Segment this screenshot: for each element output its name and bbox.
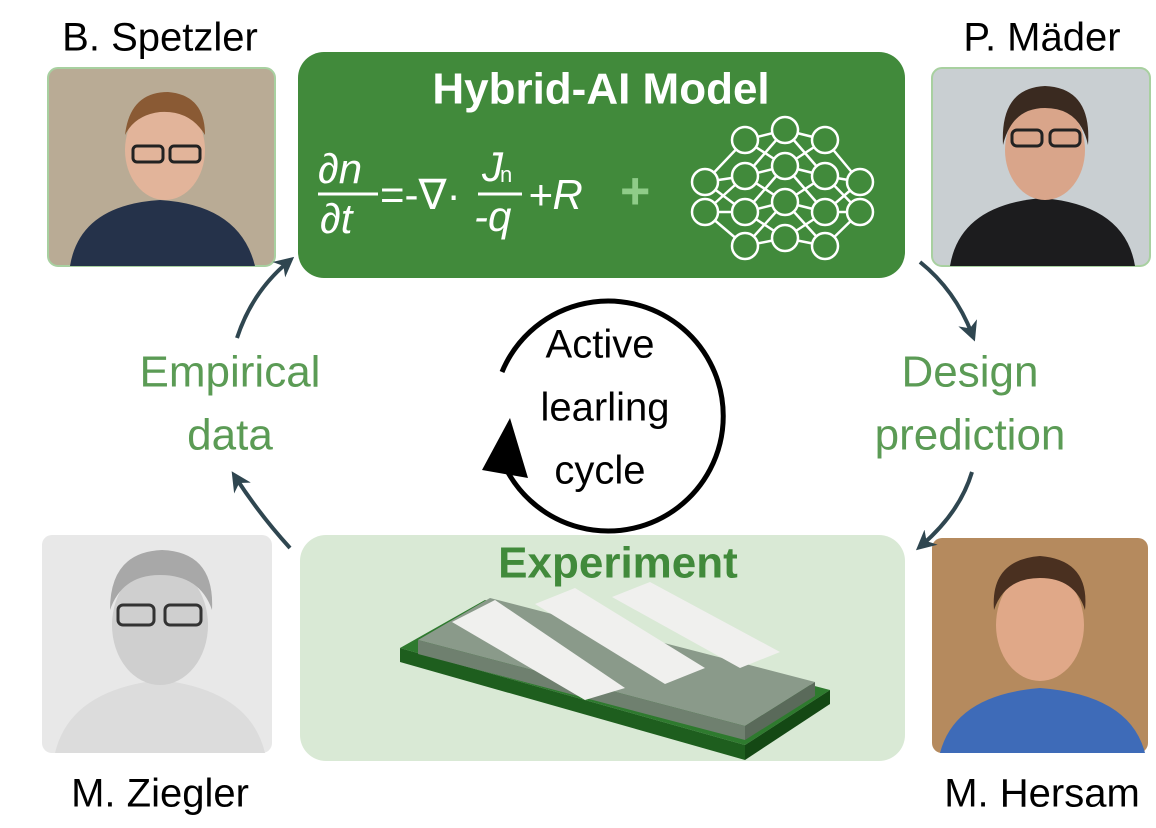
cycle-label: Active [546, 323, 655, 367]
cycle-label: cycle [554, 449, 645, 493]
eq-plus: + [620, 163, 650, 221]
portrait [931, 67, 1151, 267]
eq-op: =-∇· [380, 171, 461, 218]
person-name: B. Spetzler [62, 16, 258, 60]
neural-net-icon [690, 115, 875, 261]
side-label: prediction [875, 411, 1066, 460]
side-label: data [187, 411, 273, 460]
side-label: Design [902, 348, 1039, 397]
person-name: P. Mäder [963, 16, 1120, 60]
eq-num: ∂n [318, 145, 362, 192]
equation: ∂n ∂t =-∇· J n -q +R + [318, 143, 650, 242]
person-name: M. Ziegler [71, 772, 249, 816]
portrait [932, 538, 1148, 753]
model-title: Hybrid-AI Model [432, 65, 769, 114]
cycle-arc [499, 298, 726, 534]
side-label: Empirical [140, 348, 321, 397]
portrait [47, 67, 276, 267]
eq-sub: n [500, 162, 512, 187]
device-icon [400, 582, 830, 760]
person-name: M. Hersam [944, 772, 1140, 816]
eq-den: ∂t [320, 195, 355, 242]
eq-rest: +R [528, 171, 583, 218]
cycle-label: learling [541, 386, 670, 430]
eq-den2: -q [474, 193, 512, 240]
eq-j: J [481, 143, 504, 190]
portrait [42, 535, 272, 753]
cycle-arrowhead [482, 418, 528, 478]
experiment-title: Experiment [498, 539, 738, 588]
flow-arrow [231, 256, 977, 551]
